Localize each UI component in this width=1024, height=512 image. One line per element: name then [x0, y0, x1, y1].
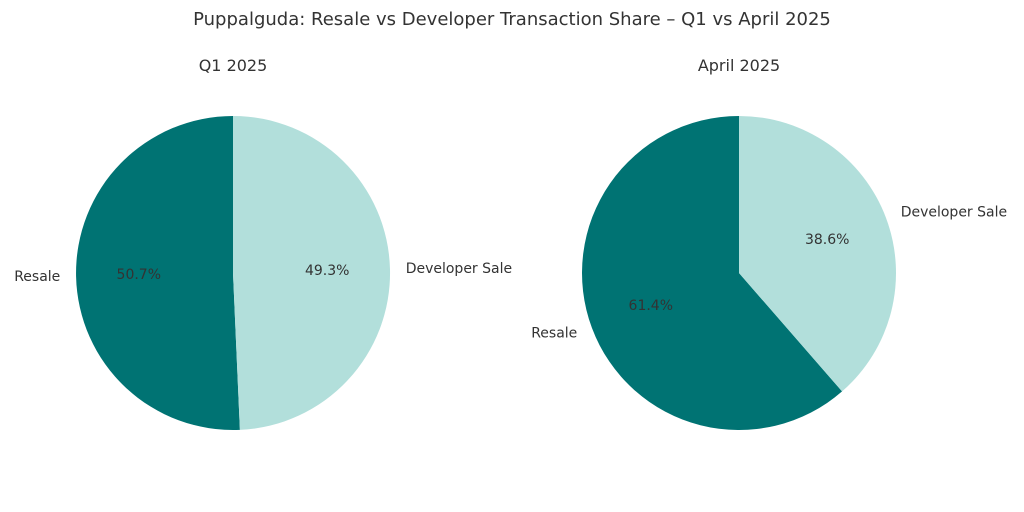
pie-slice-q1-developer-sale: [233, 115, 391, 430]
slice-label-q1-resale: Resale: [14, 269, 60, 285]
pie-title-q1: Q1 2025: [199, 56, 268, 75]
pie-slice-april-developer-sale: [739, 116, 896, 392]
pie-title-april: April 2025: [698, 56, 780, 75]
slice-label-april-developer-sale: Developer Sale: [901, 205, 1007, 221]
pie-slice-april-resale: [581, 116, 843, 430]
slice-label-q1-developer-sale: Developer Sale: [406, 261, 512, 277]
pct-label-april-resale: 61.4%: [629, 298, 673, 314]
pie-chart-q1: Q1 2025 50.7% Resale 49.3% Developer Sale: [14, 56, 512, 430]
pct-label-q1-resale: 50.7%: [117, 267, 161, 283]
pct-label-april-developer-sale: 38.6%: [805, 232, 849, 248]
pct-label-q1-developer-sale: 49.3%: [305, 263, 349, 279]
figure-title: Puppalguda: Resale vs Developer Transact…: [193, 9, 831, 30]
pie-chart-april: April 2025 61.4% Resale 38.6% Developer Sal…: [531, 56, 1007, 430]
pie-slice-q1-resale: [76, 116, 240, 430]
slice-label-april-resale: Resale: [531, 326, 577, 342]
